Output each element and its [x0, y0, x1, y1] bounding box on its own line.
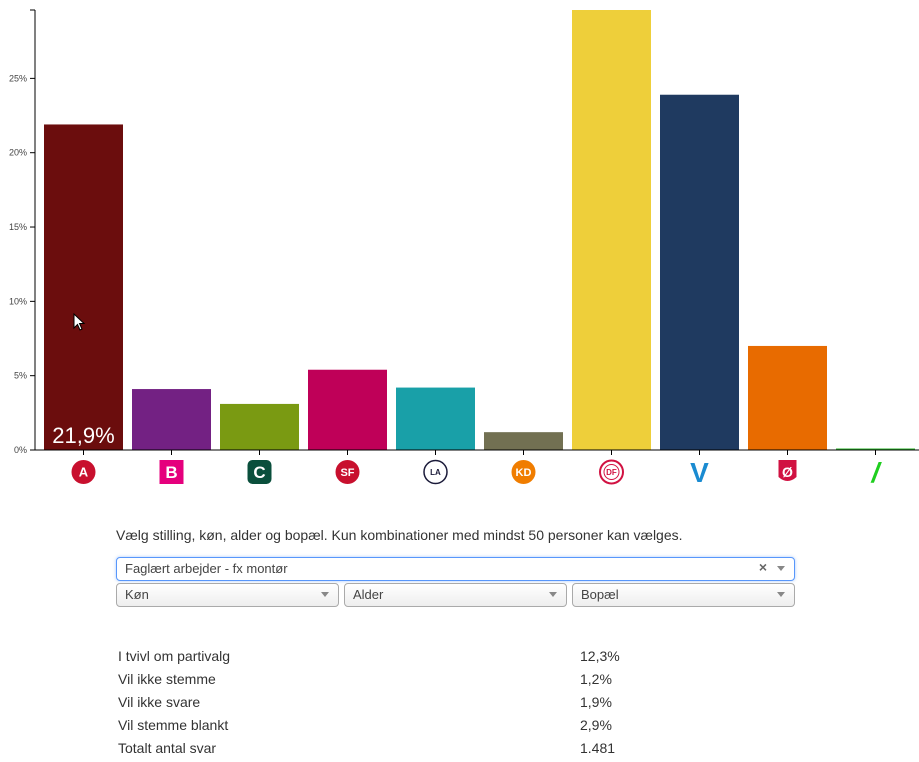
age-placeholder: Alder: [353, 587, 384, 602]
logo-background: [423, 459, 448, 485]
party-logo-a-icon: A: [71, 460, 96, 484]
party-logo-ø-icon: Ø: [778, 460, 797, 481]
bar-v[interactable]: [660, 94, 739, 450]
party-logo-text: /: [870, 457, 883, 488]
stat-row: Vil stemme blankt 2,9%: [118, 715, 678, 738]
logo-background: [247, 460, 272, 484]
stat-row: Vil ikke stemme 1,2%: [118, 669, 678, 692]
stat-value: 2,9%: [580, 717, 612, 733]
stat-value: 1.481: [580, 740, 616, 756]
party-logo-/-icon: /: [870, 457, 883, 488]
chevron-down-icon: [549, 592, 557, 597]
y-tick-label: 15%: [9, 222, 27, 232]
logo-background: [71, 460, 96, 484]
logo-background: [778, 460, 797, 481]
gender-select[interactable]: Køn: [116, 583, 339, 607]
occupation-select[interactable]: Faglært arbejder - fx montør ×: [116, 557, 795, 581]
bar-la[interactable]: [396, 387, 475, 450]
age-select[interactable]: Alder: [344, 583, 567, 607]
party-logo-text: DF: [606, 468, 617, 477]
party-logo-la-icon: LA: [423, 459, 448, 485]
party-logo-c-icon: C: [247, 460, 272, 484]
occupation-value: Faglært arbejder - fx montør: [125, 561, 288, 576]
bar-kd[interactable]: [484, 432, 563, 450]
gender-placeholder: Køn: [125, 587, 149, 602]
bar-sf[interactable]: [308, 369, 387, 450]
chevron-down-icon: [321, 592, 329, 597]
party-logo-text: B: [165, 463, 177, 482]
y-tick-label: 5%: [14, 371, 27, 381]
chevron-down-icon: [777, 592, 785, 597]
stat-label: Vil ikke svare: [118, 694, 201, 710]
y-tick-label: 10%: [9, 296, 27, 306]
party-logo-text: SF: [340, 467, 354, 479]
bar-ø[interactable]: [748, 345, 827, 450]
residence-select[interactable]: Bopæl: [572, 583, 795, 607]
party-logo-sf-icon: SF: [335, 460, 360, 484]
logo-background: [511, 460, 536, 484]
stat-row: I tvivl om partivalg 12,3%: [118, 646, 678, 669]
bar-df[interactable]: [572, 10, 651, 450]
chevron-down-icon: [777, 566, 785, 571]
stat-row: Vil ikke svare 1,9%: [118, 692, 678, 715]
stat-value: 12,3%: [580, 648, 620, 664]
party-logo-df-icon: DF: [599, 459, 624, 485]
stat-label: Vil stemme blankt: [118, 717, 229, 733]
party-logo-text: V: [690, 457, 709, 488]
y-tick-label: 25%: [9, 73, 27, 83]
stat-label: Totalt antal svar: [118, 740, 217, 756]
party-logo-text: C: [253, 463, 265, 482]
bar-c[interactable]: [220, 403, 299, 450]
party-logo-text: A: [79, 465, 89, 480]
bar-a[interactable]: [44, 124, 123, 450]
party-logo-b-icon: B: [159, 460, 184, 484]
stat-label: I tvivl om partivalg: [118, 648, 231, 664]
party-logo-text: KD: [516, 467, 532, 479]
bar-/[interactable]: [836, 448, 915, 451]
logo-background: [159, 460, 184, 484]
logo-background: [599, 459, 624, 485]
party-logo-text: Ø: [782, 464, 793, 480]
clear-icon[interactable]: ×: [758, 559, 767, 575]
party-logo-v-icon: V: [690, 457, 709, 488]
stat-label: Vil ikke stemme: [118, 671, 216, 687]
party-logo-kd-icon: KD: [511, 460, 536, 484]
stat-value: 1,9%: [580, 694, 612, 710]
stat-row: Totalt antal svar 1.481: [118, 738, 678, 761]
stat-value: 1,2%: [580, 671, 612, 687]
filter-instruction: Vælg stilling, køn, alder og bopæl. Kun …: [116, 527, 683, 543]
y-tick-label: 20%: [9, 148, 27, 158]
residence-placeholder: Bopæl: [581, 587, 619, 602]
bar-b[interactable]: [132, 389, 211, 450]
party-bar-chart: 0% 5% 10% 15% 20% 25% 21,9% A B C SF LA KD DF V Ø /: [9, 9, 919, 488]
stats-table: I tvivl om partivalg 12,3% Vil ikke stem…: [118, 646, 678, 761]
logo-background: [335, 460, 360, 484]
party-logo-text: LA: [430, 468, 441, 477]
filter-controls: Vælg stilling, køn, alder og bopæl. Kun …: [116, 527, 796, 607]
y-tick-label: 0%: [14, 445, 27, 455]
bar-value-label: 21,9%: [52, 423, 114, 448]
mouse-pointer-icon: [73, 313, 86, 331]
logo-inner-ring: [603, 464, 620, 480]
